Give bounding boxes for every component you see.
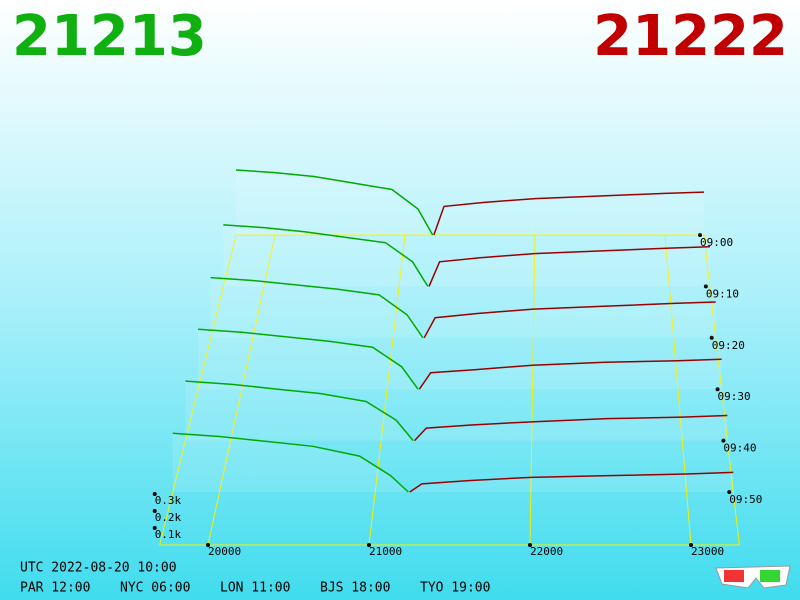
time-label: 09:20: [712, 339, 745, 352]
depth-shade: [172, 433, 409, 492]
utc-time: UTC 2022-08-20 10:00: [20, 561, 177, 576]
plot: 20000 21000 22000 23000 0.1k 0.2k 0.3k 09:00 09:…: [152, 169, 762, 558]
bid-depth-line: [210, 276, 424, 339]
depth-shade: [236, 170, 433, 235]
ask-depth-line: [409, 471, 734, 493]
x-tick-label: 21000: [369, 545, 402, 558]
x-tick: [689, 543, 693, 547]
time-tick: [709, 335, 714, 340]
time-label: 09:30: [718, 390, 751, 403]
x-tick: [206, 543, 210, 547]
ask-depth-line: [418, 358, 722, 390]
depth-shade: [185, 381, 414, 441]
grid-line: [207, 234, 276, 546]
z-tick: [152, 492, 157, 496]
time-tick: [698, 233, 702, 237]
time-label: 09:40: [723, 442, 756, 455]
bid-depth-line: [197, 328, 419, 390]
time-tick: [721, 438, 726, 443]
time-label: 09:50: [729, 493, 762, 506]
grid-line: [368, 234, 406, 546]
floor-frame: [159, 234, 740, 546]
ask-depth-line: [423, 301, 716, 339]
ask-price: 21222: [593, 4, 788, 69]
depth-shade: [198, 329, 419, 390]
z-tick-label: 0.2k: [155, 511, 182, 524]
bid-depth-line: [172, 432, 409, 493]
depth-shade: [210, 277, 423, 338]
depth-shade: [433, 192, 704, 235]
time-zone: LON 11:00: [220, 581, 290, 596]
bid-depth-line: [185, 380, 414, 442]
depth-shade: [409, 472, 734, 492]
glasses-icon: [715, 565, 791, 589]
grid-line: [664, 234, 692, 546]
depth-shade: [414, 415, 728, 441]
time-tick: [727, 490, 732, 494]
x-tick-label: 20000: [208, 545, 241, 558]
time-tick: [703, 284, 708, 289]
z-tick: [152, 526, 157, 530]
time-zone: NYC 06:00: [120, 581, 190, 596]
bid-depth-line: [235, 169, 434, 236]
time-zone: BJS 18:00: [320, 581, 390, 596]
x-tick-label: 23000: [691, 545, 724, 558]
ask-depth-line: [414, 414, 728, 442]
depth-shade: [424, 301, 716, 338]
depth-shade: [419, 359, 722, 390]
z-tick: [152, 509, 157, 513]
time-tick: [715, 387, 720, 392]
time-zone: PAR 12:00: [20, 581, 90, 596]
z-tick-label: 0.1k: [155, 528, 182, 541]
time-label: 09:00: [700, 236, 733, 249]
ask-depth-line: [433, 191, 705, 236]
bid-depth-line: [223, 224, 429, 287]
x-tick: [367, 543, 371, 547]
depth-shade: [223, 224, 428, 287]
bid-price: 21213: [12, 4, 207, 69]
grid-line: [529, 234, 536, 546]
x-tick: [528, 543, 532, 547]
x-tick-label: 22000: [530, 545, 563, 558]
z-tick-label: 0.3k: [155, 494, 182, 507]
time-zone: TYO 19:00: [420, 581, 490, 596]
time-label: 09:10: [706, 287, 739, 300]
ask-depth-line: [428, 246, 710, 287]
